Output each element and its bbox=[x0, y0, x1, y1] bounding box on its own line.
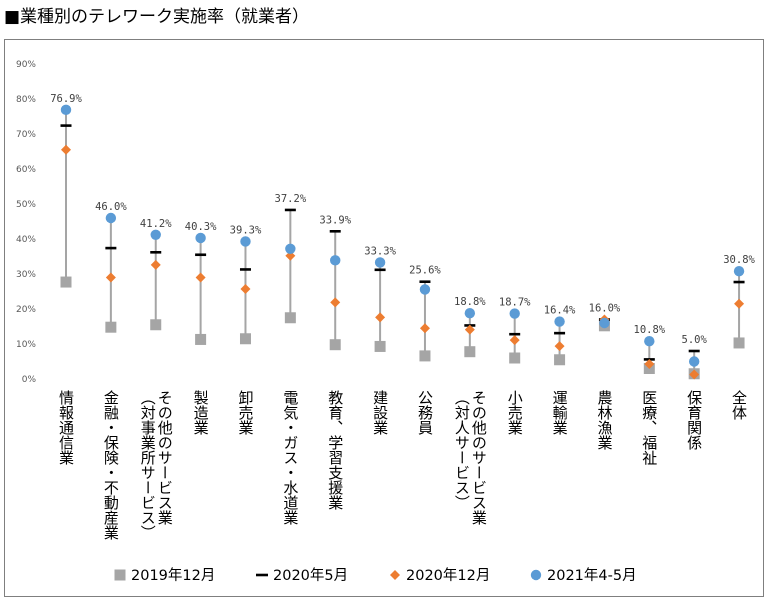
data-label: 46.0% bbox=[95, 201, 127, 213]
point-2019-12 bbox=[554, 354, 566, 366]
category-label: 製造業 bbox=[192, 390, 210, 435]
point-2020-12 bbox=[375, 312, 386, 323]
category-label: 全体 bbox=[730, 389, 748, 420]
data-label: 76.9% bbox=[50, 93, 82, 105]
category-label: （対事業所サービス） bbox=[139, 390, 157, 540]
point-2019-12 bbox=[733, 337, 745, 349]
chart-title: ■業種別のテレワーク実施率（就業者） bbox=[4, 7, 310, 27]
category-label: 金融・保険・不動産業 bbox=[102, 390, 120, 540]
point-2021-04-05 bbox=[195, 232, 206, 244]
point-2021-04-05 bbox=[554, 316, 565, 327]
legend-marker-2021-04-05 bbox=[530, 569, 542, 581]
category-label: 教育、学習支援業 bbox=[326, 390, 344, 510]
category-label: 保育関係 bbox=[685, 390, 703, 451]
data-label: 18.8% bbox=[454, 296, 486, 308]
category-label: 卸売業 bbox=[236, 390, 254, 435]
point-2021-04-05 bbox=[464, 308, 476, 319]
point-2020-12 bbox=[240, 284, 251, 295]
category-label: 建設業 bbox=[371, 390, 389, 435]
point-2020-12 bbox=[330, 297, 341, 308]
point-2020-12 bbox=[105, 272, 116, 283]
point-2019-12 bbox=[195, 333, 207, 345]
category-label: 電気・ガス・水道業 bbox=[281, 390, 299, 525]
y-tick-label: 70% bbox=[16, 130, 36, 140]
point-2020-12 bbox=[734, 298, 745, 309]
data-label: 41.2% bbox=[140, 218, 172, 230]
data-label: 33.3% bbox=[364, 245, 396, 257]
point-2021-04-05 bbox=[330, 255, 341, 266]
legend-label: 2019年12月 bbox=[131, 567, 215, 584]
point-2020-12 bbox=[61, 144, 71, 155]
legend-label: 2021年4-5月 bbox=[547, 567, 637, 584]
y-tick-label: 60% bbox=[16, 165, 36, 175]
category-label: 小売業 bbox=[506, 390, 524, 435]
point-2021-04-05 bbox=[240, 236, 251, 247]
category-label: 医療、福祉 bbox=[640, 390, 658, 465]
point-2021-04-05 bbox=[509, 308, 520, 319]
category-label: （対人サービス） bbox=[453, 390, 471, 510]
data-label: 25.6% bbox=[409, 265, 441, 277]
y-tick-label: 0% bbox=[22, 375, 37, 385]
data-label: 39.3% bbox=[230, 224, 262, 236]
data-label: 16.0% bbox=[589, 303, 621, 315]
point-2021-04-05 bbox=[599, 317, 610, 329]
point-2019-12 bbox=[239, 333, 251, 345]
category-label: 公務員 bbox=[416, 390, 434, 435]
point-2019-12 bbox=[329, 339, 341, 351]
y-tick-label: 50% bbox=[16, 200, 36, 210]
point-2021-04-05 bbox=[285, 243, 296, 254]
point-2020-12 bbox=[464, 324, 475, 335]
chart-frame bbox=[4, 39, 764, 597]
y-tick-label: 90% bbox=[16, 60, 36, 70]
point-2021-04-05 bbox=[150, 229, 161, 240]
data-label: 37.2% bbox=[275, 193, 307, 205]
legend-label: 2020年5月 bbox=[273, 567, 348, 584]
point-2020-12 bbox=[689, 369, 700, 380]
legend-label: 2020年12月 bbox=[406, 567, 490, 584]
point-2021-04-05 bbox=[419, 284, 431, 295]
point-2021-04-05 bbox=[644, 336, 655, 347]
category-label: その他のサービス業 bbox=[156, 390, 174, 525]
point-2021-04-05 bbox=[105, 212, 117, 224]
point-2020-12 bbox=[419, 323, 430, 334]
data-label: 40.3% bbox=[185, 221, 217, 233]
data-label: 30.8% bbox=[723, 254, 755, 266]
point-2019-12 bbox=[419, 350, 431, 362]
data-label: 5.0% bbox=[682, 334, 708, 346]
data-label: 33.9% bbox=[319, 214, 351, 226]
point-2020-12 bbox=[644, 358, 655, 369]
y-tick-label: 30% bbox=[16, 270, 36, 280]
legend-marker-2020-12 bbox=[390, 570, 400, 580]
point-2019-12 bbox=[150, 319, 162, 331]
point-2019-12 bbox=[509, 352, 521, 364]
y-tick-label: 20% bbox=[16, 305, 36, 315]
point-2021-04-05 bbox=[733, 266, 745, 277]
point-2019-12 bbox=[105, 321, 117, 333]
category-label: 情報通信業 bbox=[57, 390, 75, 465]
category-label: 農林漁業 bbox=[595, 390, 613, 450]
point-2019-12 bbox=[284, 312, 296, 324]
y-tick-label: 10% bbox=[16, 340, 36, 350]
data-label: 18.7% bbox=[499, 297, 531, 309]
point-2021-04-05 bbox=[688, 356, 700, 367]
point-2021-04-05 bbox=[374, 257, 386, 268]
data-label: 10.8% bbox=[634, 324, 666, 336]
category-label: 運輸業 bbox=[551, 390, 569, 435]
point-2021-04-05 bbox=[60, 104, 72, 116]
point-2020-12 bbox=[509, 335, 520, 346]
point-2020-12 bbox=[150, 259, 161, 270]
y-tick-label: 40% bbox=[16, 235, 36, 245]
point-2019-12 bbox=[464, 346, 476, 358]
data-label: 16.4% bbox=[544, 305, 576, 317]
category-label: その他のサービス業 bbox=[470, 390, 488, 525]
point-2019-12 bbox=[374, 340, 386, 352]
point-2020-12 bbox=[554, 341, 565, 352]
point-2019-12 bbox=[60, 276, 72, 288]
legend-marker-2019-12 bbox=[114, 569, 126, 581]
point-2020-12 bbox=[195, 272, 206, 283]
y-tick-label: 80% bbox=[16, 95, 36, 105]
